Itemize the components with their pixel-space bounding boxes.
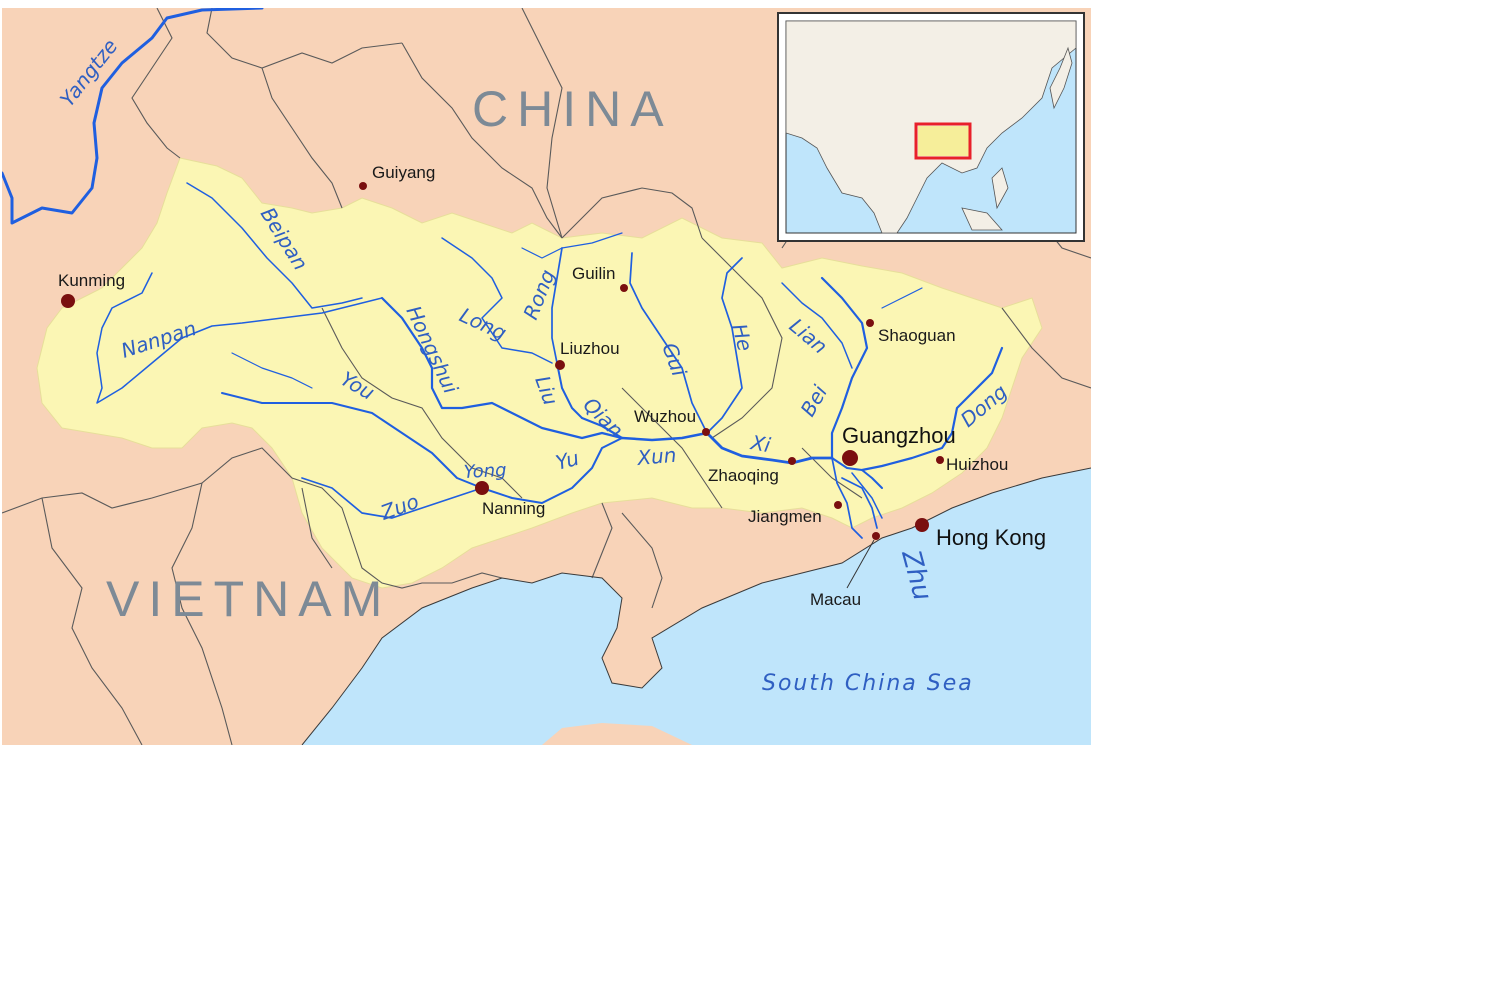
- dot-shaoguan: [866, 319, 874, 327]
- label-macau: Macau: [810, 590, 861, 609]
- river-delta-1: [831, 457, 883, 489]
- dot-jiangmen: [834, 501, 842, 509]
- inset-highlight-fill: [918, 126, 970, 156]
- inset-islands: [961, 167, 1009, 231]
- label-hong-kong: Hong Kong: [936, 525, 1046, 550]
- island-landmass: [542, 723, 692, 745]
- label-river-xi: Xi: [748, 430, 773, 457]
- river-zuo: [301, 477, 483, 519]
- river-delta-2: [831, 457, 863, 539]
- dot-zhaoqing: [788, 457, 796, 465]
- label-kunming: Kunming: [58, 271, 125, 290]
- river-yangtze: [2, 8, 264, 225]
- river-you: [221, 392, 483, 489]
- river-yong: [481, 437, 623, 504]
- south-china-sea: [302, 468, 1091, 745]
- label-river-xun: Xun: [635, 443, 677, 470]
- river-trib-1: [521, 232, 623, 259]
- dot-huizhou: [936, 456, 944, 464]
- label-vietnam: VIETNAM: [106, 571, 391, 627]
- city-dots: [61, 182, 944, 540]
- label-wuzhou: Wuzhou: [634, 407, 696, 426]
- rivers: [2, 8, 1004, 539]
- river-delta-3: [841, 477, 878, 529]
- label-china: CHINA: [472, 81, 673, 137]
- dot-wuzhou: [702, 428, 710, 436]
- dot-macau: [872, 532, 880, 540]
- river-lian: [781, 282, 853, 369]
- dot-guiyang: [359, 182, 367, 190]
- label-nanning: Nanning: [482, 499, 545, 518]
- river-long: [441, 237, 553, 364]
- label-liuzhou: Liuzhou: [560, 339, 620, 358]
- label-sea: South China Sea: [762, 671, 974, 696]
- river-bei: [820, 276, 869, 460]
- inset-japan: [1049, 46, 1073, 110]
- label-river-yong: Yong: [463, 460, 507, 483]
- label-zhaoqing: Zhaoqing: [708, 466, 779, 485]
- borders: [2, 8, 1091, 745]
- coastline: [301, 467, 1091, 745]
- dot-guangzhou: [842, 450, 858, 466]
- river-he: [706, 257, 743, 434]
- dot-guilin: [620, 284, 628, 292]
- river-xi: [705, 431, 834, 465]
- label-guilin: Guilin: [572, 264, 615, 283]
- dot-hong-kong: [915, 518, 929, 532]
- label-guangzhou: Guangzhou: [842, 423, 956, 448]
- river-qian: [580, 416, 624, 440]
- river-beipan: [186, 182, 363, 309]
- river-trib-2: [231, 352, 313, 389]
- label-huizhou: Huizhou: [946, 455, 1008, 474]
- river-rong: [551, 247, 563, 364]
- river-delta-4: [851, 472, 883, 519]
- river-nanpan: [96, 272, 383, 404]
- label-guiyang: Guiyang: [372, 163, 435, 182]
- river-gui: [629, 252, 708, 434]
- macau-leader-line: [846, 539, 875, 589]
- inset-highlight-box: [914, 122, 972, 160]
- inset-locator-map: [777, 12, 1085, 242]
- river-hongshui: [380, 296, 624, 440]
- label-shaoguan: Shaoguan: [878, 326, 956, 345]
- pearl-river-basin: [36, 157, 1043, 589]
- pearl-river-basin-map: CHINA VIETNAM South China Sea Guiyang Ku…: [2, 8, 1091, 745]
- dot-liuzhou: [555, 360, 565, 370]
- river-dong: [860, 346, 1004, 472]
- label-jiangmen: Jiangmen: [748, 507, 822, 526]
- river-trib-3: [881, 287, 923, 309]
- dot-kunming: [61, 294, 75, 308]
- river-xun: [620, 431, 709, 442]
- dot-nanning: [475, 481, 489, 495]
- river-liu: [556, 362, 583, 419]
